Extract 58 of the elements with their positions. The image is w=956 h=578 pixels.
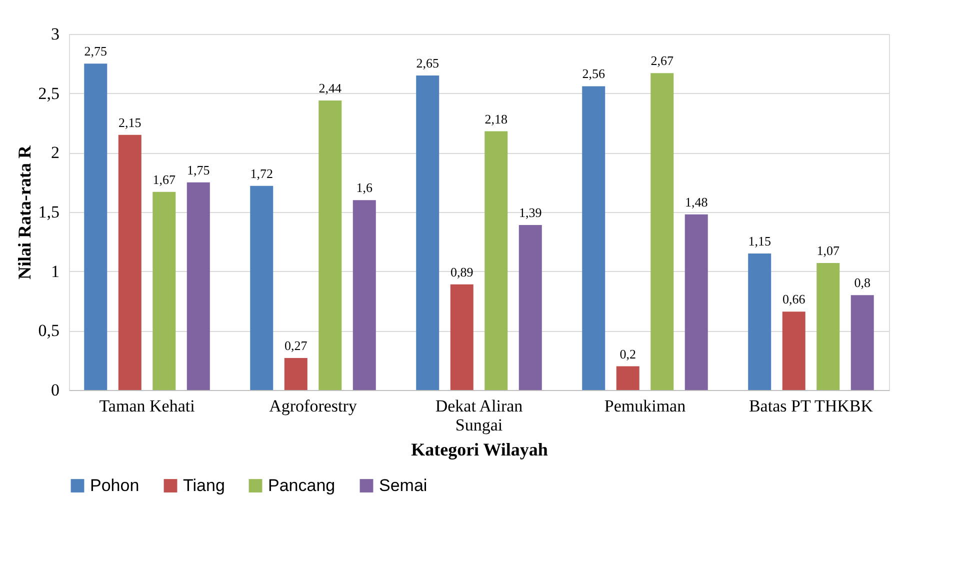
data-label: 1,39 bbox=[519, 205, 542, 220]
bar bbox=[118, 134, 142, 390]
x-tick-label: Pemukiman bbox=[604, 396, 686, 416]
data-label: 0,27 bbox=[284, 338, 308, 353]
y-axis-title: Nilai Rata-rata R bbox=[14, 144, 34, 280]
bar bbox=[186, 182, 210, 390]
y-tick-label: 3 bbox=[51, 24, 60, 44]
data-label: 0,89 bbox=[450, 264, 474, 280]
bar bbox=[748, 254, 772, 390]
bar bbox=[352, 200, 376, 390]
bar bbox=[250, 186, 274, 390]
data-label: 2,75 bbox=[84, 44, 108, 59]
bar bbox=[616, 366, 640, 390]
y-tick-label: 1 bbox=[51, 262, 60, 281]
bar bbox=[484, 131, 508, 390]
bar bbox=[582, 86, 606, 390]
data-label: 2,44 bbox=[318, 80, 342, 96]
bar bbox=[816, 263, 840, 390]
y-tick-label: 2,5 bbox=[38, 84, 60, 103]
y-tick-label: 1,5 bbox=[38, 202, 60, 222]
data-label: 1,75 bbox=[187, 162, 210, 178]
y-tick-label: 0,5 bbox=[38, 321, 60, 340]
data-label: 2,15 bbox=[118, 114, 142, 130]
bar bbox=[684, 214, 708, 390]
data-label: 0,8 bbox=[854, 275, 870, 290]
bar bbox=[284, 358, 308, 390]
bar bbox=[416, 76, 440, 390]
data-label: 1,07 bbox=[816, 243, 840, 258]
x-tick-label: Dekat Aliran Sungai bbox=[435, 396, 524, 434]
legend-label: Tiang bbox=[183, 476, 225, 495]
data-label: 1,72 bbox=[250, 166, 274, 181]
x-tick-label: Taman Kehati bbox=[99, 396, 196, 416]
data-label: 2,67 bbox=[650, 53, 674, 68]
data-label: 2,18 bbox=[484, 111, 508, 126]
legend-label: Semai bbox=[379, 476, 428, 495]
bar bbox=[782, 312, 806, 390]
data-label: 1,15 bbox=[748, 234, 771, 249]
y-tick-label: 2 bbox=[51, 143, 60, 162]
bar bbox=[152, 192, 176, 390]
data-label: 0,2 bbox=[620, 346, 636, 362]
data-label: 1,6 bbox=[356, 180, 374, 196]
data-label: 2,65 bbox=[416, 56, 439, 71]
legend-label: Pohon bbox=[90, 476, 140, 495]
x-tick-label: Batas PT THKBK bbox=[748, 396, 874, 416]
x-axis-title: Kategori Wilayah bbox=[411, 440, 548, 460]
bar bbox=[450, 284, 474, 390]
x-tick-label: Agroforestry bbox=[269, 396, 358, 416]
data-label: 1,48 bbox=[684, 194, 708, 210]
y-tick-label: 0 bbox=[51, 380, 60, 400]
bar bbox=[318, 100, 342, 390]
data-label: 2,56 bbox=[582, 66, 606, 82]
bar bbox=[850, 295, 874, 390]
bar bbox=[518, 225, 542, 390]
bar bbox=[650, 73, 674, 390]
data-label: 1,67 bbox=[152, 172, 176, 187]
bar bbox=[84, 64, 108, 390]
data-label: 0,66 bbox=[782, 292, 806, 307]
legend-label: Pancang bbox=[268, 476, 336, 495]
